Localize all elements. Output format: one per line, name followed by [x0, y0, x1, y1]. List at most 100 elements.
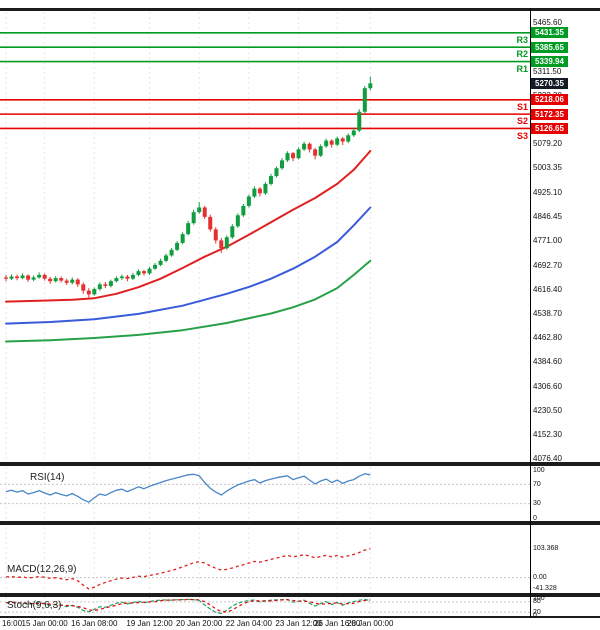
price-tick-label: 5079.20 [533, 139, 562, 149]
moving-average-ma-medium [5, 206, 372, 325]
price-tick-label: 5003.35 [533, 163, 562, 173]
pivot-badge-s1: 5218.06 [531, 94, 568, 106]
pivot-label-s1: S1 [516, 101, 528, 112]
candle-bullish [274, 168, 279, 177]
candle-bearish [59, 278, 64, 281]
stoch-axis-value: 100 [533, 595, 545, 602]
stoch-axis-value: 0 [533, 612, 537, 619]
candle-bullish [180, 234, 185, 243]
candle-bullish [224, 237, 229, 249]
candle-bullish [268, 176, 273, 184]
axis-separator-line [530, 8, 531, 618]
pivot-badge-r2: 5385.65 [531, 41, 568, 53]
time-label: 20 Jan 20:00 [176, 619, 223, 628]
divider-macd-stoch [0, 593, 600, 597]
pivot-label-r1: R1 [516, 63, 528, 74]
candle-bullish [197, 207, 202, 213]
candle-bullish [53, 278, 58, 282]
rsi-axis-value: 30 [533, 500, 541, 508]
candle-bearish [257, 188, 262, 194]
candle-bearish [103, 284, 108, 286]
candle-bearish [86, 290, 91, 295]
candle-bullish [31, 277, 36, 280]
candle-bearish [15, 276, 20, 279]
price-tick-label: 4306.60 [533, 381, 562, 391]
pivot-label-r2: R2 [516, 49, 528, 60]
rsi-axis-value: 100 [533, 466, 545, 474]
pivot-badge-s3: 5126.65 [531, 123, 568, 134]
rsi-line [5, 473, 371, 503]
candle-bearish [202, 207, 207, 217]
candle-bearish [313, 149, 318, 156]
price-tick-label: 4616.40 [533, 284, 562, 294]
candle-bullish [37, 274, 42, 278]
time-label: 26 Jan 16:00 [314, 619, 361, 628]
candle-bullish [169, 249, 174, 256]
candle-bullish [97, 284, 102, 290]
pivot-badge-s2: 5172.35 [531, 108, 568, 120]
price-tick-label: 5465.60 [533, 18, 562, 28]
divider-main-rsi [0, 462, 600, 466]
candle-bearish [125, 276, 130, 279]
candle-bullish [285, 153, 290, 161]
macd-axis-value: -41.328 [533, 585, 557, 593]
candle-bearish [75, 279, 80, 285]
candle-bearish [291, 153, 296, 159]
candle-bullish [164, 255, 169, 261]
pivot-badge-r3: 5431.35 [531, 27, 568, 39]
candle-bearish [340, 138, 345, 142]
macd-axis-value: 103.368 [533, 545, 559, 553]
candle-bullish [252, 188, 257, 197]
candle-bullish [230, 226, 235, 238]
pivot-label-r3: R3 [516, 34, 528, 45]
candle-bullish [368, 83, 373, 89]
stoch-axis-value: 20 [533, 608, 541, 616]
candle-bullish [318, 146, 323, 156]
stoch-axis-value: 80 [533, 598, 541, 606]
time-label: 16:00 [2, 619, 23, 628]
candle-bullish [235, 215, 240, 227]
candle-bullish [175, 242, 180, 250]
divider-stoch-timeaxis [0, 616, 600, 618]
price-tick-label: 4692.70 [533, 260, 562, 270]
candle-bearish [42, 274, 47, 279]
candle-bearish [4, 277, 8, 279]
time-label: 15 Jan 00:00 [21, 619, 68, 628]
current-price-badge: 5270.35 [531, 77, 568, 89]
price-tick-label: 5311.50 [533, 66, 562, 76]
candle-bullish [153, 264, 158, 269]
price-tick-label: 4925.10 [533, 187, 562, 197]
candle-bullish [241, 205, 246, 216]
candle-bearish [81, 284, 86, 291]
candle-bullish [9, 276, 14, 279]
divider-rsi-macd [0, 521, 600, 525]
rsi-axis-value: 0 [533, 514, 537, 522]
time-label: 16 Jan 08:00 [71, 619, 118, 628]
candle-bullish [280, 160, 284, 169]
candle-bearish [329, 140, 334, 145]
candle-bullish [147, 268, 152, 274]
candle-bearish [213, 229, 218, 241]
price-tick-label: 4076.40 [533, 454, 562, 464]
candle-bullish [20, 275, 25, 279]
candle-bullish [346, 135, 351, 142]
candle-bearish [26, 275, 31, 280]
candle-bullish [114, 278, 119, 282]
candle-bearish [208, 216, 213, 230]
stoch-signal-line [5, 598, 371, 613]
stoch-main-line [5, 598, 371, 615]
candle-bullish [130, 274, 135, 279]
candle-bullish [246, 196, 251, 206]
chart-top-border [0, 8, 600, 11]
candle-bullish [158, 260, 163, 265]
candle-bullish [136, 271, 141, 275]
moving-average-ma-fast [5, 150, 372, 303]
price-tick-label: 4384.60 [533, 357, 562, 367]
rsi-axis-value: 70 [533, 480, 541, 488]
macd-signal-line [5, 548, 371, 590]
candle-bullish [191, 212, 196, 224]
candle-bullish [119, 276, 124, 279]
macd-indicator-label: MACD(12,26,9) [7, 564, 77, 575]
